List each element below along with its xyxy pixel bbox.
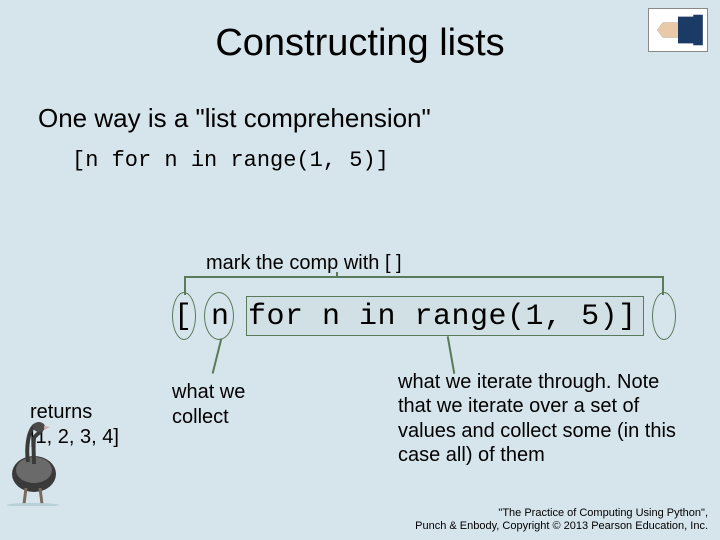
copyright-l1: "The Practice of Computing Using Python"…	[415, 507, 708, 521]
collect-l2: collect	[172, 405, 312, 430]
mark-label: mark the comp with [ ]	[206, 252, 402, 275]
copyright-l2: Punch & Enbody, Copyright © 2013 Pearson…	[415, 520, 708, 534]
page-title: Constructing lists	[0, 0, 720, 65]
code-example-big: [ n for n in range(1, 5)]	[174, 300, 637, 334]
connector-stem	[336, 272, 338, 278]
ostrich-icon	[6, 418, 66, 506]
connector-to-collect-label	[212, 338, 223, 373]
collect-l1: what we	[172, 380, 312, 405]
pointing-hand-icon	[648, 8, 708, 52]
code-example-small: [n for n in range(1, 5)]	[72, 148, 720, 173]
copyright: "The Practice of Computing Using Python"…	[415, 507, 708, 535]
connector-horizontal	[184, 276, 664, 278]
highlight-ellipse-close-bracket	[652, 292, 676, 340]
what-we-iterate-label: what we iterate through. Note that we it…	[398, 370, 678, 468]
subtitle: One way is a "list comprehension"	[38, 103, 720, 134]
what-we-collect-label: what we collect	[172, 380, 312, 430]
connector-to-iterate-label	[447, 336, 456, 374]
